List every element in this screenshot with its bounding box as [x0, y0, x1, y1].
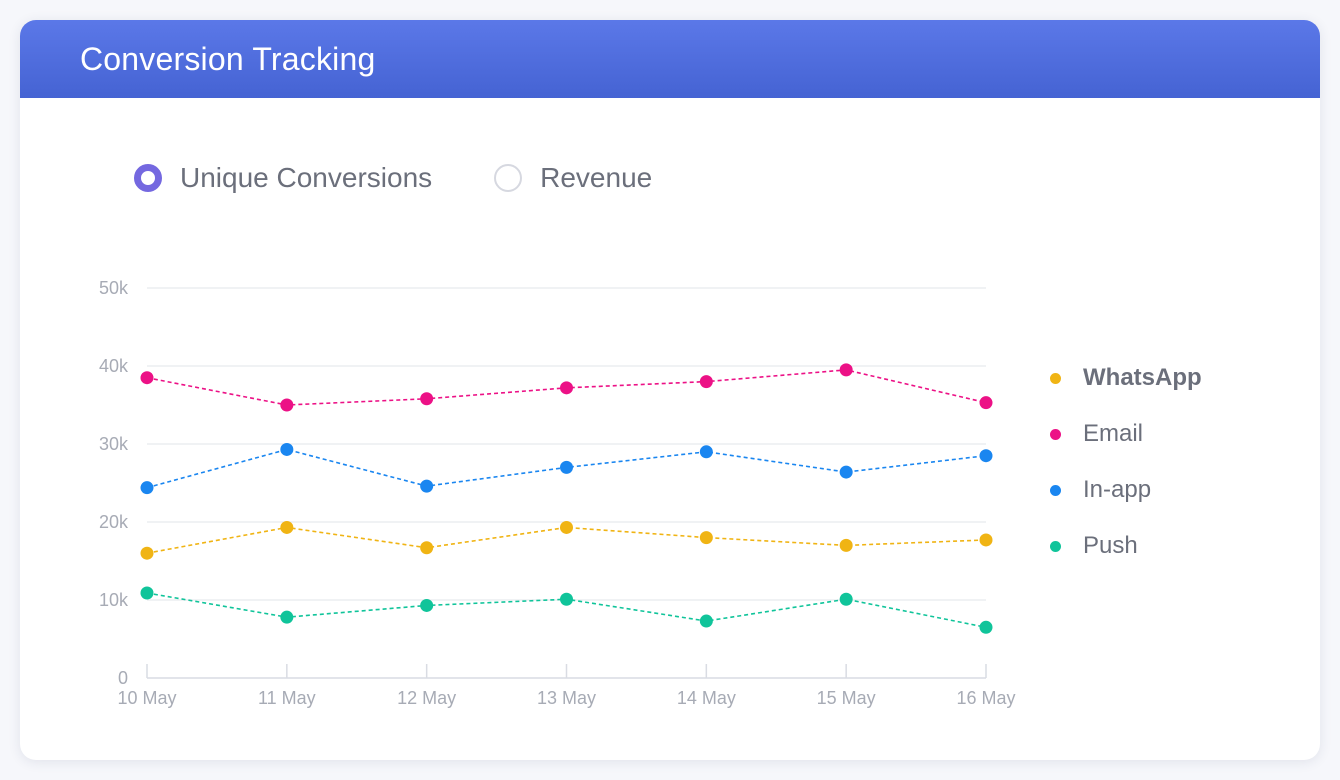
- legend-item-whatsapp[interactable]: WhatsApp: [1050, 350, 1202, 406]
- point-push-12-may: [420, 598, 434, 612]
- point-in-app-10-may: [140, 481, 154, 495]
- legend-label-email: Email: [1083, 420, 1144, 447]
- legend-dot-in-app: [1050, 484, 1061, 496]
- point-in-app-15-may: [839, 465, 853, 479]
- y-tick-10k: 10k: [99, 590, 129, 610]
- point-email-16-may: [979, 396, 993, 410]
- x-tick-15-may: 15 May: [817, 688, 876, 708]
- point-email-13-may: [560, 381, 573, 395]
- x-tick-12-may: 12 May: [397, 688, 456, 708]
- x-tick-14-may: 14 May: [677, 688, 736, 708]
- point-in-app-12-may: [420, 479, 434, 493]
- legend-dot-push: [1050, 540, 1061, 552]
- conversion-line-chart: 0 10k 20k 30k 40k 50k 10 May 11 May 12 May 13 May…: [99, 278, 1016, 708]
- conversion-tracking-card: Conversion Tracking Unique Conversions R…: [20, 20, 1320, 760]
- point-whatsapp-10-may: [140, 546, 154, 560]
- point-whatsapp-16-may: [979, 533, 993, 547]
- point-in-app-11-may: [280, 442, 294, 456]
- point-email-15-may: [839, 363, 853, 377]
- point-push-11-may: [280, 610, 294, 624]
- point-push-16-may: [979, 620, 993, 634]
- metric-toggle: Unique Conversions Revenue: [134, 162, 714, 194]
- card-header: Conversion Tracking: [20, 20, 1320, 98]
- unique-conversions-option[interactable]: Unique Conversions: [134, 162, 432, 194]
- point-whatsapp-11-may: [280, 520, 294, 534]
- point-email-12-may: [420, 392, 434, 406]
- y-tick-0: 0: [118, 668, 128, 688]
- legend-label-in-app: In-app: [1083, 476, 1152, 503]
- x-tick-13-may: 13 May: [537, 688, 596, 708]
- point-email-14-may: [699, 375, 713, 389]
- legend-label-whatsapp: WhatsApp: [1083, 364, 1202, 391]
- y-tick-20k: 20k: [99, 512, 129, 532]
- y-tick-50k: 50k: [99, 278, 129, 298]
- revenue-label: Revenue: [540, 162, 653, 193]
- point-whatsapp-12-may: [420, 541, 434, 555]
- card-title: Conversion Tracking: [80, 40, 376, 77]
- revenue-radio[interactable]: [494, 164, 523, 192]
- y-tick-30k: 30k: [99, 434, 129, 454]
- point-in-app-13-may: [560, 460, 573, 474]
- point-in-app-16-may: [979, 449, 993, 463]
- point-email-11-may: [280, 398, 294, 412]
- y-tick-40k: 40k: [99, 356, 129, 376]
- point-whatsapp-13-may: [560, 520, 573, 534]
- unique-conversions-label: Unique Conversions: [180, 162, 433, 193]
- legend-item-push[interactable]: Push: [1050, 518, 1202, 574]
- unique-conversions-radio[interactable]: [134, 164, 162, 192]
- legend-label-push: Push: [1083, 532, 1138, 559]
- point-whatsapp-14-may: [699, 531, 713, 545]
- x-tick-10-may: 10 May: [117, 688, 176, 708]
- point-push-14-may: [699, 614, 713, 628]
- legend-dot-whatsapp: [1050, 372, 1061, 384]
- legend-item-in-app[interactable]: In-app: [1050, 462, 1202, 518]
- legend-dot-email: [1050, 428, 1061, 440]
- legend-item-email[interactable]: Email: [1050, 406, 1202, 462]
- x-tick-16-may: 16 May: [956, 688, 1015, 708]
- point-email-10-may: [140, 371, 154, 385]
- point-push-15-may: [839, 592, 853, 606]
- point-push-13-may: [560, 592, 573, 606]
- point-whatsapp-15-may: [839, 538, 853, 552]
- point-in-app-14-may: [699, 445, 713, 459]
- point-push-10-may: [140, 586, 154, 600]
- x-tick-11-may: 11 May: [258, 688, 316, 708]
- revenue-option[interactable]: Revenue: [494, 162, 652, 194]
- chart-legend: WhatsApp Email In-app Push: [1050, 350, 1202, 574]
